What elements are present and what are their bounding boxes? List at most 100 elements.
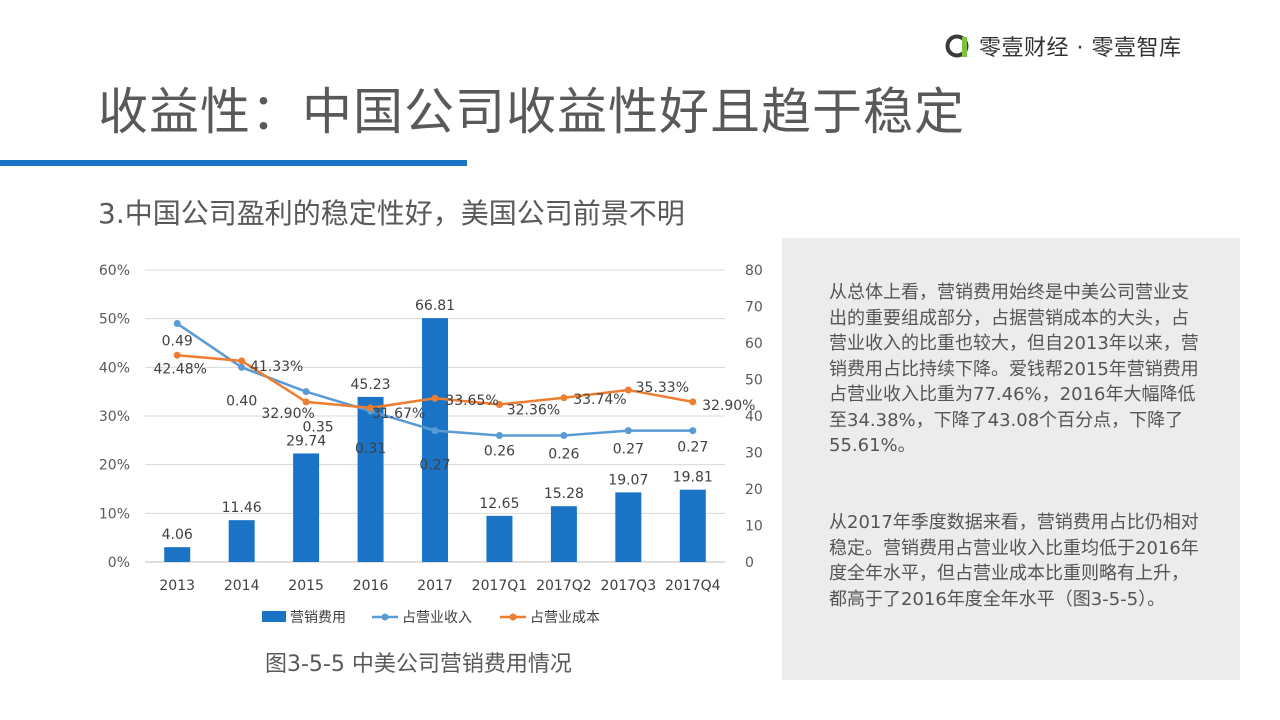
bar [422, 318, 448, 562]
y-right-tick-label: 20 [745, 482, 763, 498]
line-point [302, 398, 310, 406]
bar-value-label: 15.28 [544, 486, 584, 502]
chart-legend: 营销费用 占营业收入 占营业成本 [262, 610, 600, 626]
line-point [173, 351, 181, 359]
revenue-ratio-label: 0.27 [613, 442, 644, 458]
revenue-ratio-label: 0.26 [484, 443, 515, 459]
y-left-tick-label: 20% [99, 458, 130, 474]
bar [357, 396, 384, 562]
line-point [495, 431, 503, 439]
bar-value-label: 29.74 [286, 433, 326, 449]
cost-ratio-label: 31.67% [372, 406, 425, 422]
revenue-ratio-label: 0.31 [355, 441, 386, 457]
title-underline [0, 160, 467, 166]
legend-label: 占营业收入 [402, 610, 472, 626]
x-tick-label: 2016 [353, 578, 389, 594]
bar-value-label: 19.07 [608, 472, 648, 488]
x-tick-label: 2017Q1 [472, 578, 528, 594]
bar-value-label: 19.81 [673, 470, 713, 486]
legend-marker-revenue [381, 613, 389, 621]
line-point [689, 398, 697, 406]
chart-caption: 图3-5-5 中美公司营销费用情况 [265, 652, 572, 677]
y-right-tick-label: 40 [745, 409, 763, 425]
x-tick-label: 2015 [288, 578, 324, 594]
line-point [173, 320, 181, 328]
y-right-tick-label: 70 [745, 300, 763, 316]
x-tick-label: 2017Q2 [536, 578, 592, 594]
line-point [689, 427, 697, 435]
y-right-tick-label: 80 [745, 263, 763, 279]
page-subtitle: 3.中国公司盈利的稳定性好，美国公司前景不明 [98, 197, 685, 230]
y-right-tick-label: 30 [745, 446, 763, 462]
x-tick-label: 2017Q3 [601, 578, 657, 594]
page-title: 收益性：中国公司收益性好且趋于稳定 [98, 83, 965, 141]
line-point [238, 363, 246, 371]
bar-series [164, 318, 706, 562]
cost-ratio-label: 33.74% [573, 392, 626, 408]
marketing-expense-chart: 4.06 11.46 29.74 45.23 66.81 12.65 15.28 19.07 1… [99, 263, 763, 626]
commentary-paragraph-1: 从总体上看，营销费用始终是中美公司营业支出的重要组成部分，占据营销成本的大头，占… [829, 282, 1199, 456]
brand-logo-group: 零壹财经 · 零壹智库 [945, 30, 1181, 62]
cost-ratio-label: 41.33% [250, 359, 303, 375]
cost-ratio-label: 35.33% [636, 380, 689, 396]
cost-ratio-label: 33.65% [445, 393, 498, 409]
revenue-ratio-label: 0.27 [677, 440, 708, 456]
line-series [173, 320, 697, 439]
bar [293, 453, 320, 562]
revenue-ratio-label: 0.49 [162, 334, 193, 350]
cost-ratio-label: 32.90% [702, 398, 755, 414]
line-point [560, 431, 568, 439]
brand-name: 零壹财经 · 零壹智库 [979, 36, 1182, 61]
y-right-tick-label: 60 [745, 336, 763, 352]
bar-value-label: 4.06 [162, 527, 193, 543]
chart-axes: 0% 10% 20% 30% 40% 50% 60% 0 10 20 30 40 50 60 70 80 201… [99, 263, 763, 594]
y-left-tick-label: 40% [99, 360, 130, 376]
y-left-tick-label: 50% [99, 312, 130, 328]
line-point [624, 386, 632, 394]
line-point [367, 404, 375, 412]
bar [164, 547, 191, 562]
legend-label: 营销费用 [290, 610, 346, 626]
revenue-ratio-label: 0.40 [226, 393, 257, 409]
y-right-tick-label: 10 [745, 519, 763, 535]
line-point [238, 357, 246, 365]
legend-marker-cost [509, 613, 517, 621]
line-point [431, 394, 439, 402]
line-point [302, 388, 310, 396]
line-point [624, 427, 632, 435]
y-right-tick-label: 50 [745, 373, 763, 389]
bar-value-label: 12.65 [479, 496, 519, 512]
x-tick-label: 2014 [224, 578, 260, 594]
revenue-ratio-label: 0.35 [303, 420, 334, 436]
bar-value-label: 45.23 [351, 377, 391, 393]
bar-value-label: 66.81 [415, 298, 455, 314]
data-labels: 4.06 11.46 29.74 45.23 66.81 12.65 15.28 19.07 1… [154, 298, 756, 543]
bar [486, 515, 513, 562]
cost-ratio-label: 32.90% [261, 406, 314, 422]
y-left-tick-label: 30% [99, 409, 130, 425]
cost-ratio-label: 42.48% [154, 361, 207, 377]
revenue-ratio-label: 0.26 [548, 446, 579, 462]
legend-label: 占营业成本 [530, 610, 600, 626]
x-tick-label: 2017 [417, 578, 453, 594]
commentary-panel: 从总体上看，营销费用始终是中美公司营业支出的重要组成部分，占据营销成本的大头，占… [782, 238, 1240, 680]
y-left-tick-label: 10% [99, 506, 130, 522]
bar [615, 492, 642, 562]
y-left-tick-label: 60% [99, 263, 130, 279]
bar-value-label: 11.46 [222, 500, 262, 516]
bar [679, 489, 706, 562]
cost-ratio-label: 32.36% [507, 403, 560, 419]
bar [228, 520, 255, 562]
x-tick-label: 2013 [159, 578, 195, 594]
y-right-tick-label: 0 [745, 555, 754, 571]
line-point [495, 401, 503, 409]
brand-logo-icon [945, 34, 969, 58]
bar [550, 506, 577, 562]
revenue-ratio-label: 0.27 [419, 458, 450, 474]
legend-swatch-bar [262, 611, 286, 622]
y-left-tick-label: 0% [108, 555, 130, 571]
x-tick-label: 2017Q4 [665, 578, 721, 594]
line-point [431, 427, 439, 435]
commentary-paragraph-2: 从2017年季度数据来看，营销费用占比仍相对稳定。营销费用占营业收入比重均低于2… [829, 512, 1199, 610]
line-point [560, 394, 568, 402]
